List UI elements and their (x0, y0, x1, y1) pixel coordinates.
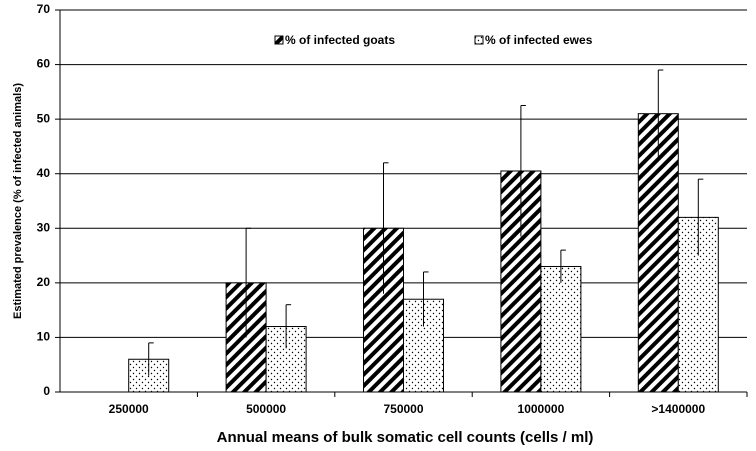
y-tick-label: 50 (37, 111, 51, 125)
y-tick-label: 0 (43, 384, 50, 398)
bar (540, 265, 582, 393)
y-tick-label: 30 (37, 220, 51, 234)
x-tick-label: >1400000 (651, 402, 705, 416)
y-tick-label: 70 (37, 2, 51, 16)
legend-label: % of infected goats (285, 33, 395, 47)
x-tick-label: 750000 (383, 402, 423, 416)
x-tick-label: 250000 (109, 402, 149, 416)
y-tick-label: 10 (37, 330, 51, 344)
x-tick-label: 500000 (246, 402, 286, 416)
bar (637, 113, 679, 393)
legend-swatch (474, 35, 484, 45)
x-tick-label: 1000000 (518, 402, 565, 416)
x-axis-label: Annual means of bulk somatic cell counts… (217, 429, 594, 446)
y-tick-label: 60 (37, 57, 51, 71)
legend-label: % of infected ewes (485, 33, 593, 47)
y-axis-label: Estimated prevalence (% of infected anim… (12, 83, 24, 319)
y-tick-label: 20 (37, 275, 51, 289)
y-tick-label: 40 (37, 166, 51, 180)
legend-swatch (274, 35, 284, 45)
